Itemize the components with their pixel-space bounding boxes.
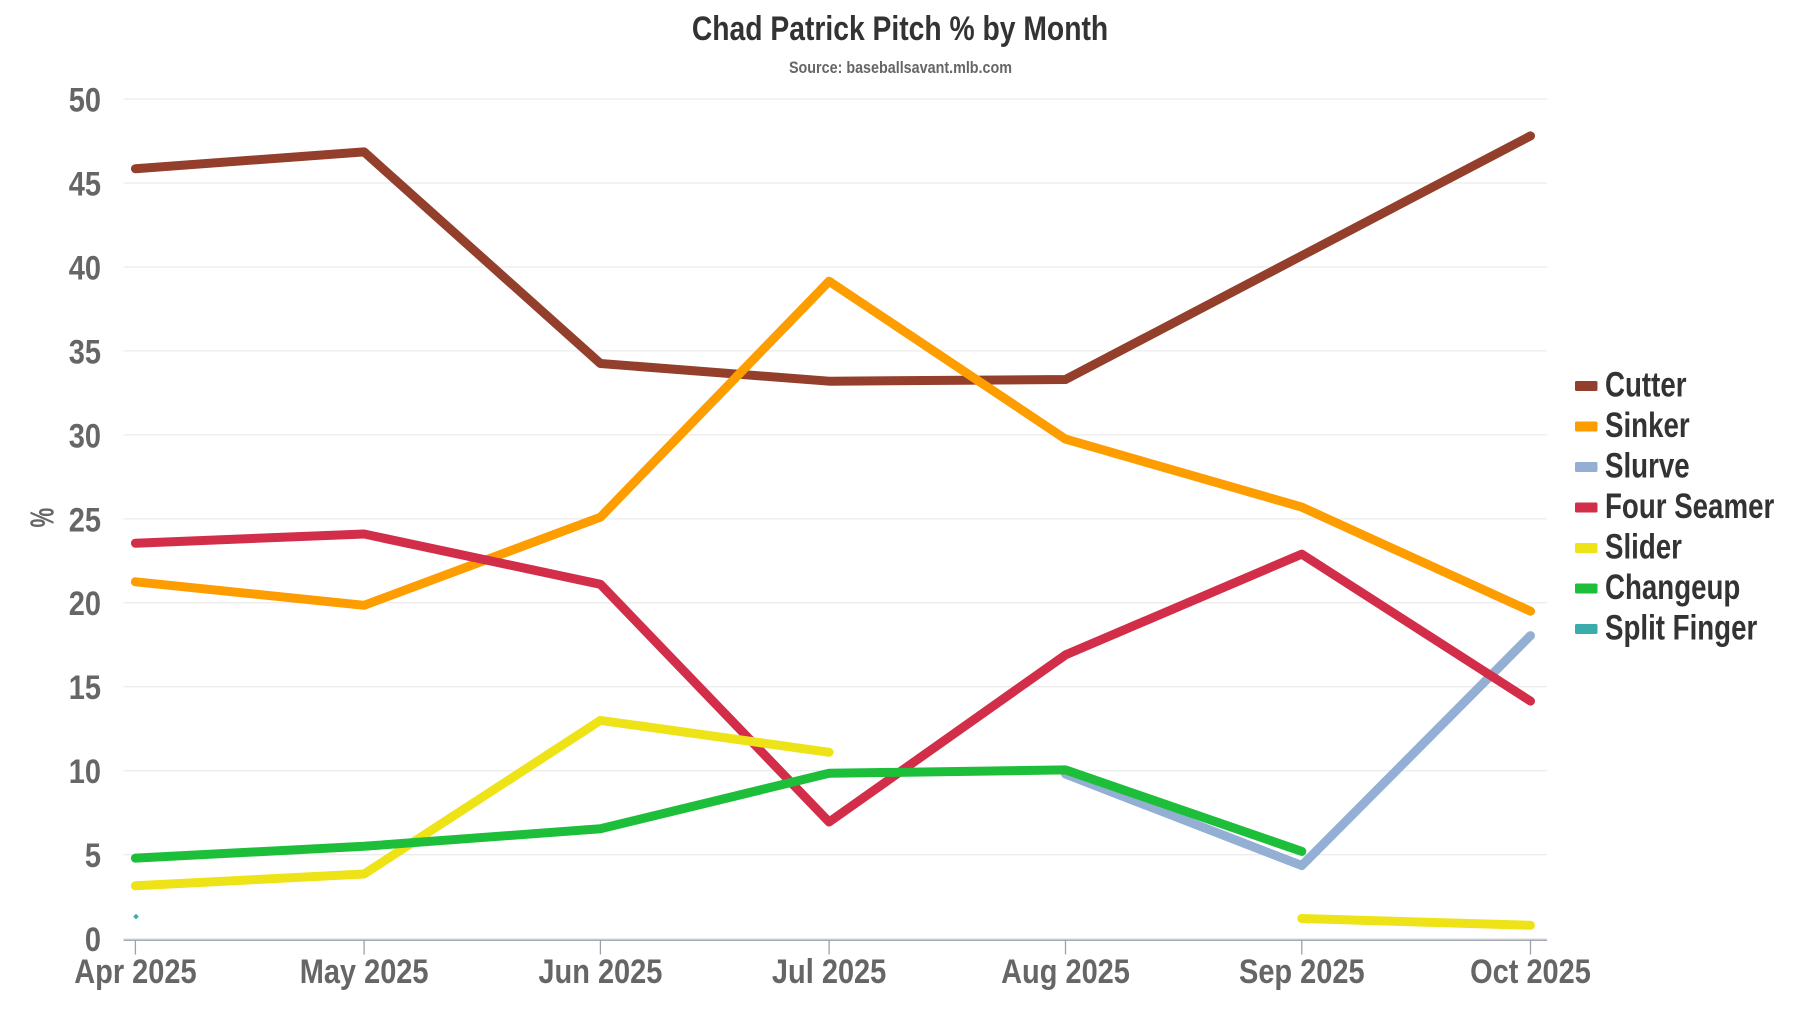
svg-text:Cutter: Cutter xyxy=(1605,364,1687,404)
svg-text:50: 50 xyxy=(69,80,101,119)
svg-text:Chad Patrick Pitch % by Month: Chad Patrick Pitch % by Month xyxy=(692,8,1108,47)
svg-text:Aug 2025: Aug 2025 xyxy=(1001,952,1130,991)
svg-text:45: 45 xyxy=(69,164,101,203)
svg-text:10: 10 xyxy=(69,752,101,791)
svg-text:Slider: Slider xyxy=(1605,526,1682,566)
svg-text:30: 30 xyxy=(69,416,101,455)
svg-text:Four Seamer: Four Seamer xyxy=(1605,486,1774,526)
svg-text:Apr 2025: Apr 2025 xyxy=(74,952,196,991)
svg-text:25: 25 xyxy=(69,500,101,539)
svg-text:Jul 2025: Jul 2025 xyxy=(772,952,886,991)
svg-text:20: 20 xyxy=(69,584,101,623)
svg-text:Split Finger: Split Finger xyxy=(1605,607,1757,647)
svg-text:40: 40 xyxy=(69,248,101,287)
svg-text:Source: baseballsavant.mlb.com: Source: baseballsavant.mlb.com xyxy=(789,59,1012,77)
svg-text:Sinker: Sinker xyxy=(1605,405,1690,445)
svg-text:Oct 2025: Oct 2025 xyxy=(1470,952,1591,991)
svg-text:May 2025: May 2025 xyxy=(300,952,429,991)
svg-text:Sep 2025: Sep 2025 xyxy=(1239,952,1365,991)
svg-text:Changeup: Changeup xyxy=(1605,567,1740,607)
svg-text:5: 5 xyxy=(85,836,101,875)
svg-text:15: 15 xyxy=(69,668,101,707)
svg-text:%: % xyxy=(23,508,61,528)
svg-text:0: 0 xyxy=(85,920,101,959)
svg-text:Slurve: Slurve xyxy=(1605,445,1690,485)
svg-text:35: 35 xyxy=(69,332,101,371)
svg-text:Jun 2025: Jun 2025 xyxy=(538,952,662,991)
